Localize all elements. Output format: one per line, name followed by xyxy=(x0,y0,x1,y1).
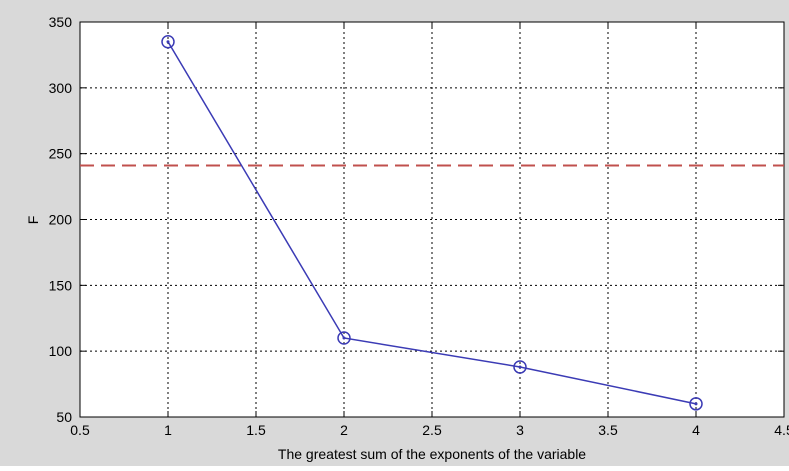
series-line xyxy=(167,41,697,405)
data-point-center xyxy=(518,365,522,369)
data-point-marker xyxy=(513,360,527,374)
series-group xyxy=(161,35,703,411)
y-tick-label: 200 xyxy=(49,212,73,228)
x-tick-label: 2 xyxy=(340,422,348,438)
data-point-marker xyxy=(689,397,703,411)
grid-lines xyxy=(79,21,785,418)
x-tick-label: 3.5 xyxy=(598,422,618,438)
y-tick-label: 250 xyxy=(49,146,73,162)
y-tick-label: 100 xyxy=(49,343,73,359)
tick-labels: 0.5 1 1.5 2 2.5 3 3.5 4 4.5 50 100 150 200 250 300 350 xyxy=(49,14,789,438)
y-tick-label: 50 xyxy=(56,409,72,425)
y-tick-label: 300 xyxy=(49,80,73,96)
y-tick-label: 150 xyxy=(49,277,73,293)
x-tick-label: 0.5 xyxy=(70,422,90,438)
y-tick-label: 350 xyxy=(49,14,73,30)
data-point-center xyxy=(166,40,170,44)
y-axis-label: F xyxy=(25,216,41,225)
data-point-marker xyxy=(337,331,351,345)
data-point-marker xyxy=(161,35,175,49)
x-tick-label: 2.5 xyxy=(422,422,442,438)
x-tick-label: 1.5 xyxy=(246,422,266,438)
data-point-center xyxy=(694,402,698,406)
x-tick-label: 4 xyxy=(692,422,700,438)
x-tick-label: 4.5 xyxy=(774,422,789,438)
x-axis-label: The greatest sum of the exponents of the… xyxy=(278,446,586,462)
x-tick-label: 3 xyxy=(516,422,524,438)
x-tick-label: 1 xyxy=(164,422,172,438)
data-point-center xyxy=(342,336,346,340)
